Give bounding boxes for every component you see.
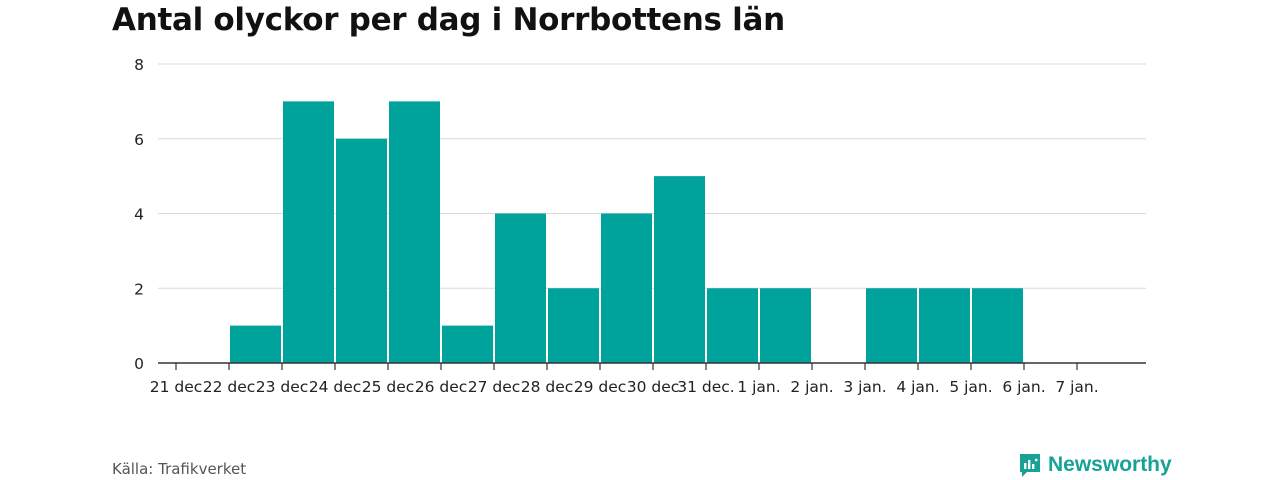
y-tick-label: 4 <box>134 206 144 224</box>
x-tick-label: 7 jan. <box>1055 378 1098 396</box>
bar <box>442 325 493 363</box>
y-tick-label: 2 <box>134 280 144 298</box>
bar <box>548 288 599 363</box>
bar <box>336 138 387 363</box>
x-tick-label: 5 jan. <box>949 378 992 396</box>
bar <box>389 101 440 363</box>
bar <box>495 213 546 363</box>
bar <box>707 288 758 363</box>
bar <box>654 176 705 363</box>
x-tick-label: 26 dec <box>415 378 468 396</box>
x-tick-label: 25 dec <box>362 378 415 396</box>
x-tick-label: 30 dec <box>627 378 680 396</box>
bar <box>919 288 970 363</box>
bar <box>230 325 281 363</box>
bar <box>760 288 811 363</box>
x-tick-label: 3 jan. <box>843 378 886 396</box>
x-tick-label: 27 dec <box>468 378 521 396</box>
x-tick-label: 6 jan. <box>1002 378 1045 396</box>
x-tick-label: 29 dec <box>574 378 627 396</box>
x-tick-label: 22 dec <box>203 378 256 396</box>
x-tick-label: 23 dec <box>256 378 309 396</box>
y-tick-label: 0 <box>134 355 144 373</box>
x-tick-label: 1 jan. <box>737 378 780 396</box>
bar-chart: 0 2 4 6 8 21 dec 22 dec 23 dec 24 dec 25 dec 26 d… <box>134 56 1146 396</box>
bar <box>601 213 652 363</box>
y-tick-label: 8 <box>134 56 144 74</box>
y-tick-label: 6 <box>134 131 144 149</box>
y-tick-labels: 0 2 4 6 8 <box>134 56 144 373</box>
newsworthy-logo-icon <box>1020 454 1040 477</box>
source-note: Källa: Trafikverket <box>112 460 247 478</box>
x-tick-label: 4 jan. <box>896 378 939 396</box>
x-tick-label: 2 jan. <box>790 378 833 396</box>
x-tick-label: 24 dec <box>309 378 362 396</box>
bar <box>283 101 334 363</box>
chart-title: Antal olyckor per dag i Norrbottens län <box>112 2 785 38</box>
brand-logo[interactable]: Newsworthy <box>1018 452 1172 478</box>
x-axis: 21 dec 22 dec 23 dec 24 dec 25 dec 26 dec 27 d… <box>150 362 1146 396</box>
bars <box>230 101 1023 363</box>
x-tick-label: 31 dec. <box>677 378 734 396</box>
brand-name: Newsworthy <box>1048 453 1172 476</box>
x-tick-label: 21 dec <box>150 378 203 396</box>
bar <box>866 288 917 363</box>
x-tick-label: 28 dec <box>521 378 574 396</box>
bar <box>972 288 1023 363</box>
